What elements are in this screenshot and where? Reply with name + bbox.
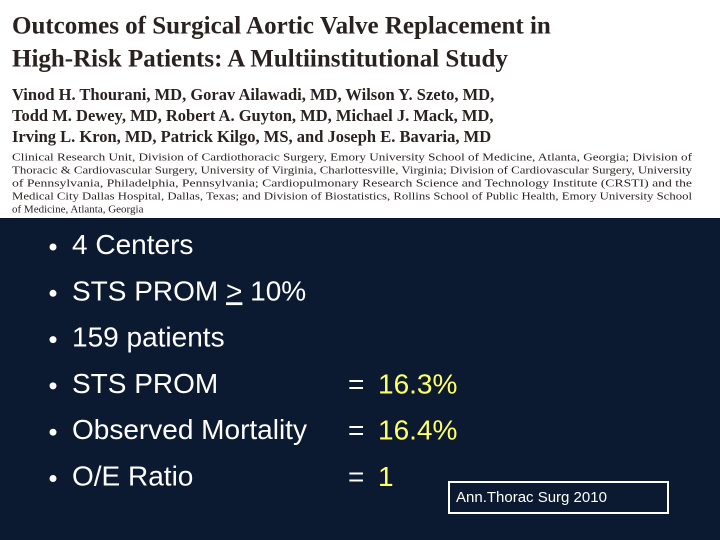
bullet-value: 1 <box>378 461 394 492</box>
bullet-underlined: > <box>226 276 242 307</box>
bullet-suffix: 10% <box>242 276 306 307</box>
bullet-dot <box>49 382 57 390</box>
bullet-dot <box>49 475 57 482</box>
paper-affiliation: of Medicine, Atlanta, Georgia <box>12 204 144 216</box>
paper-title: High-Risk Patients: A Multiinstitutional… <box>12 46 508 73</box>
body-background <box>0 218 720 540</box>
paper-affiliation: Clinical Research Unit, Division of Card… <box>12 152 692 164</box>
paper-authors: Todd M. Dewey, MD, Robert A. Guyton, MD,… <box>12 106 494 125</box>
bullet-text: Observed Mortality <box>72 415 307 446</box>
paper-authors: Vinod H. Thourani, MD, Gorav Ailawadi, M… <box>12 85 494 104</box>
paper-title: Outcomes of Surgical Aortic Valve Replac… <box>12 13 551 40</box>
bullet-label: Observed Mortality <box>72 415 307 446</box>
bullet-label: O/E Ratio <box>72 461 193 492</box>
bullet-text: 4 Centers <box>72 229 193 260</box>
paper-affiliation: Medical City Dallas Hospital, Dallas, Te… <box>12 191 692 203</box>
bullet-dot <box>49 243 57 251</box>
bullet-text: STS PROM <box>72 368 218 399</box>
bullet-text: O/E Ratio <box>72 461 193 492</box>
bullet-label: 4 Centers <box>72 229 193 260</box>
paper-affiliation: of Pennsylvania, Philadelphia, Pennsylva… <box>12 178 692 190</box>
bullet-dot <box>49 336 57 344</box>
bullet-dot <box>49 428 57 436</box>
citation-box <box>448 481 669 514</box>
bullet-label: STS PROM <box>72 368 218 399</box>
bullet-equals: = <box>348 415 364 446</box>
bullet-value: 16.4% <box>378 415 457 446</box>
bullet-label: STS PROM <box>72 276 226 307</box>
bullet-dot <box>49 289 57 297</box>
paper-affiliation: Thoracic & Cardiovascular Surgery, Unive… <box>12 165 693 177</box>
bullet-label: 159 patients <box>72 322 225 353</box>
header-background <box>0 0 720 218</box>
bullet-value: 16.3% <box>378 368 457 399</box>
bullet-text: 159 patients <box>72 322 225 353</box>
bullet-equals: = <box>348 368 364 399</box>
bullet-text: STS PROM > 10% <box>72 276 306 307</box>
citation: Ann.Thorac Surg 2010 <box>456 489 607 506</box>
paper-authors: Irving L. Kron, MD, Patrick Kilgo, MS, a… <box>12 127 491 146</box>
bullet-equals: = <box>348 461 364 492</box>
